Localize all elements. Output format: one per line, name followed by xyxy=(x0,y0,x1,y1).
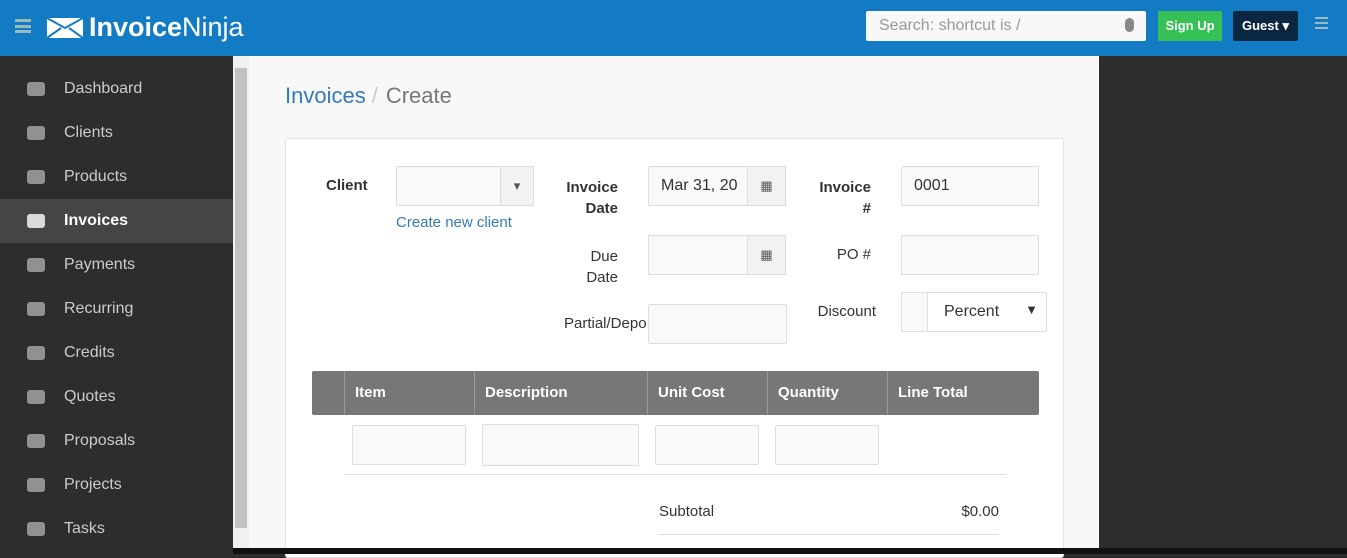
dashboard-icon xyxy=(27,82,45,96)
discount-input[interactable] xyxy=(901,292,928,332)
credit-card-icon xyxy=(27,258,45,272)
top-navbar: Invoice Ninja Search: shortcut is / Sign … xyxy=(0,0,1347,56)
col-quantity: Quantity xyxy=(767,371,839,415)
breadcrumb-separator: / xyxy=(371,83,378,108)
sidebar-item-clients[interactable]: Clients xyxy=(0,111,233,155)
guest-dropdown-button[interactable]: Guest ▾ xyxy=(1233,11,1298,41)
sidebar-item-label: Dashboard xyxy=(64,80,143,97)
sidebar-toggle-icon[interactable] xyxy=(15,19,31,33)
sidebar-item-label: Recurring xyxy=(64,300,134,317)
divider xyxy=(344,474,1007,475)
due-date-label-2: Date xyxy=(586,269,618,286)
sidebar-item-products[interactable]: Products xyxy=(0,155,233,199)
discount-type-value: Percent xyxy=(944,303,1000,320)
invoice-number-label: Invoice xyxy=(819,179,871,196)
sidebar-item-label: Quotes xyxy=(64,388,116,405)
logo-bold: Invoice xyxy=(89,12,183,42)
invoice-date-input[interactable]: Mar 31, 20 xyxy=(648,166,748,206)
description-textarea[interactable] xyxy=(482,424,639,466)
sidebar-item-label: Clients xyxy=(64,124,113,141)
bottom-edge xyxy=(233,548,1347,554)
client-select[interactable] xyxy=(396,166,501,206)
breadcrumb-invoices-link[interactable]: Invoices xyxy=(285,83,366,108)
invoice-form-panel: Client ▾ Create new client Invoice Date M… xyxy=(285,138,1064,558)
breadcrumb: Invoices / Create xyxy=(285,83,452,109)
search-input[interactable]: Search: shortcut is / xyxy=(866,11,1146,41)
sidebar-item-tasks[interactable]: Tasks xyxy=(0,507,233,551)
cube-icon xyxy=(27,170,45,184)
partial-deposit-input[interactable] xyxy=(648,304,787,344)
sidebar-item-label: Products xyxy=(64,168,128,185)
col-line-total: Line Total xyxy=(887,371,968,415)
microphone-icon[interactable] xyxy=(1125,18,1134,32)
sidebar-item-label: Credits xyxy=(64,344,115,361)
sidebar-item-credits[interactable]: Credits xyxy=(0,331,233,375)
sidebar-item-invoices[interactable]: Invoices xyxy=(0,199,233,243)
client-label: Client xyxy=(326,177,368,194)
envelope-logo-icon xyxy=(47,17,83,38)
quantity-input[interactable] xyxy=(775,425,879,465)
sidebar-item-label: Invoices xyxy=(64,212,129,229)
invoice-date-label-2: Date xyxy=(585,200,618,217)
unit-cost-input[interactable] xyxy=(655,425,759,465)
sidebar-item-proposals[interactable]: Proposals xyxy=(0,419,233,463)
discount-type-select[interactable]: Percent ▼ xyxy=(927,292,1047,332)
sidebar-item-projects[interactable]: Projects xyxy=(0,463,233,507)
scrollbar[interactable] xyxy=(233,56,249,554)
main-content: Invoices / Create Client ▾ Create new clie… xyxy=(249,56,1099,558)
sign-up-button[interactable]: Sign Up xyxy=(1158,11,1222,41)
sidebar-item-label: Tasks xyxy=(64,520,105,537)
sidebar-item-label: Projects xyxy=(64,476,122,493)
discount-label: Discount xyxy=(817,303,876,320)
sidebar-item-recurring[interactable]: Recurring xyxy=(0,287,233,331)
partial-deposit-label: Partial/Depo xyxy=(564,315,647,332)
due-date-input[interactable] xyxy=(648,235,748,275)
item-input[interactable] xyxy=(352,425,466,465)
sidebar-item-label: Payments xyxy=(64,256,136,273)
due-date-label: Due xyxy=(590,248,618,265)
invoice-number-input[interactable]: 0001 xyxy=(901,166,1039,206)
chevron-down-icon: ▼ xyxy=(1025,302,1038,317)
credit-card-icon xyxy=(27,346,45,360)
copy-icon xyxy=(27,302,45,316)
scrollbar-thumb[interactable] xyxy=(235,68,247,528)
create-new-client-link[interactable]: Create new client xyxy=(396,214,512,231)
sidebar: Dashboard Clients Products Invoices Payments… xyxy=(0,56,233,554)
sidebar-item-quotes[interactable]: Quotes xyxy=(0,375,233,419)
search-placeholder: Search: shortcut is / xyxy=(879,17,1021,34)
th-large-icon xyxy=(27,434,45,448)
col-unit-cost: Unit Cost xyxy=(647,371,725,415)
calendar-icon[interactable]: ▦ xyxy=(747,166,786,206)
clock-icon xyxy=(27,522,45,536)
invoice-date-label: Invoice xyxy=(566,179,618,196)
file-pdf-icon xyxy=(27,214,45,228)
col-item: Item xyxy=(344,371,386,415)
sidebar-item-label: Proposals xyxy=(64,432,136,449)
users-icon xyxy=(27,126,45,140)
col-description: Description xyxy=(474,371,568,415)
client-dropdown-caret-icon[interactable]: ▾ xyxy=(500,166,534,206)
divider xyxy=(659,534,999,535)
invoice-number-label-2: # xyxy=(862,200,871,217)
line-items-header: Item Description Unit Cost Quantity Line… xyxy=(312,371,1039,415)
subtotal-label: Subtotal xyxy=(659,503,715,520)
right-sidebar-toggle-icon[interactable] xyxy=(1315,17,1328,29)
breadcrumb-current: Create xyxy=(385,83,452,108)
po-number-input[interactable] xyxy=(901,235,1039,275)
calendar-icon[interactable]: ▦ xyxy=(747,235,786,275)
logo-light: Ninja xyxy=(182,12,244,42)
file-text-icon xyxy=(27,390,45,404)
subtotal-value: $0.00 xyxy=(961,503,999,520)
sidebar-item-payments[interactable]: Payments xyxy=(0,243,233,287)
sidebar-item-dashboard[interactable]: Dashboard xyxy=(0,67,233,111)
po-number-label: PO # xyxy=(836,246,871,263)
briefcase-icon xyxy=(27,478,45,492)
logo[interactable]: Invoice Ninja xyxy=(47,12,244,43)
